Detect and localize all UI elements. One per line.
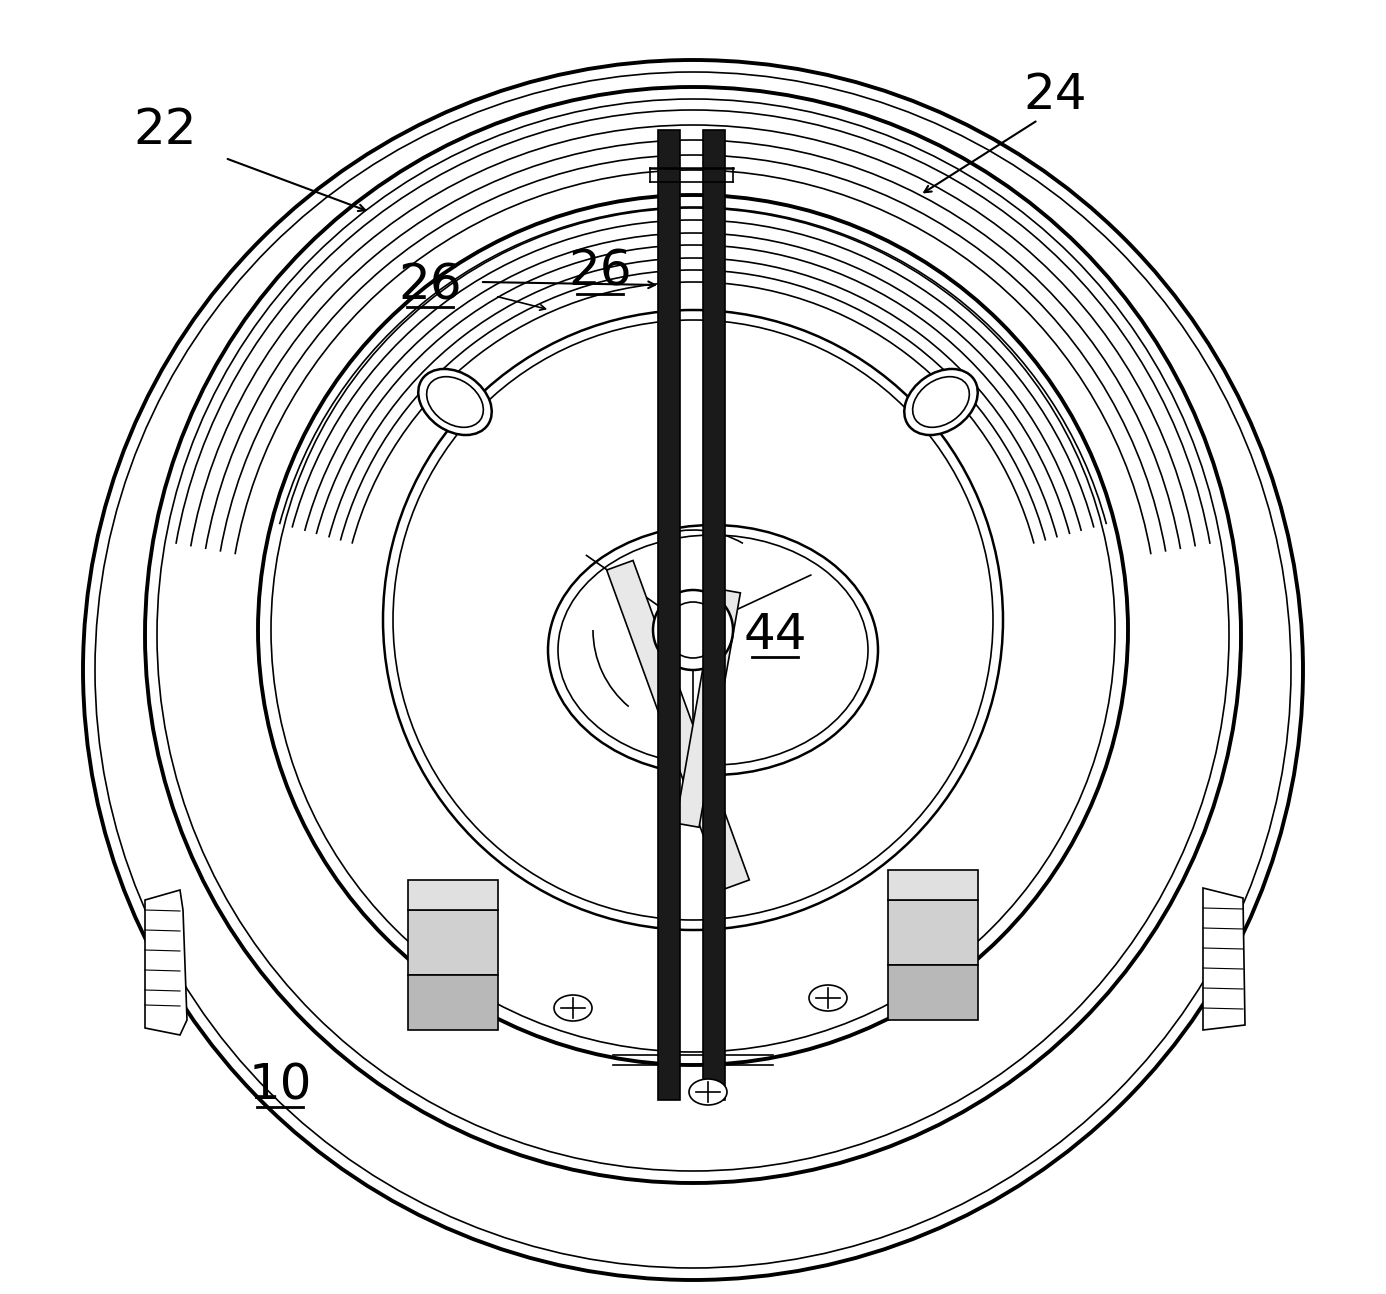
Ellipse shape <box>809 985 847 1011</box>
Polygon shape <box>703 129 725 1100</box>
Circle shape <box>258 195 1128 1065</box>
Text: 22: 22 <box>133 106 197 154</box>
Polygon shape <box>607 560 750 889</box>
Polygon shape <box>888 901 979 965</box>
Ellipse shape <box>419 369 492 435</box>
Polygon shape <box>675 589 740 827</box>
Polygon shape <box>1203 888 1245 1030</box>
Circle shape <box>146 87 1240 1183</box>
Polygon shape <box>658 129 681 1100</box>
Ellipse shape <box>547 525 877 775</box>
Text: 10: 10 <box>248 1061 312 1109</box>
Circle shape <box>653 590 733 670</box>
Polygon shape <box>407 880 498 910</box>
Text: 24: 24 <box>1023 71 1087 119</box>
Text: 26: 26 <box>568 248 632 296</box>
Ellipse shape <box>904 369 977 435</box>
Circle shape <box>383 311 1003 930</box>
Polygon shape <box>407 974 498 1030</box>
Text: 44: 44 <box>743 611 807 659</box>
Ellipse shape <box>554 995 592 1021</box>
Polygon shape <box>888 870 979 901</box>
Ellipse shape <box>689 1079 728 1105</box>
Polygon shape <box>888 965 979 1020</box>
Polygon shape <box>146 890 187 1035</box>
Circle shape <box>83 60 1303 1280</box>
Polygon shape <box>407 910 498 974</box>
Text: 26: 26 <box>398 261 462 309</box>
